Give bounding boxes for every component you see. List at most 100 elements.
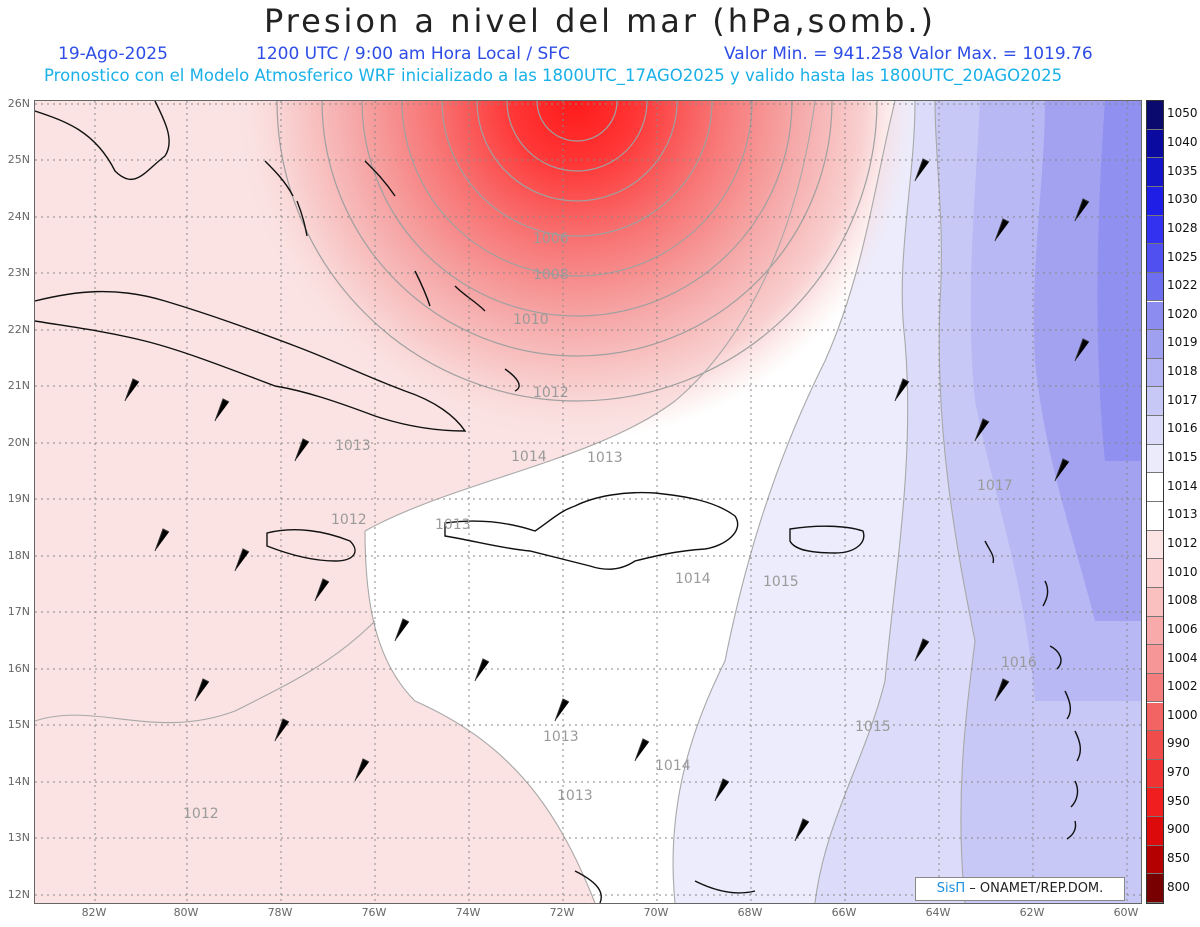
- color-scale-cell: [1147, 616, 1163, 646]
- color-scale-label: 850: [1167, 851, 1190, 866]
- credit-org: – ONAMET/REP.DOM.: [969, 881, 1104, 896]
- lat-label: 20N: [7, 436, 30, 449]
- lat-label: 23N: [7, 266, 30, 279]
- lat-label: 18N: [7, 549, 30, 562]
- color-scale-cell: [1147, 559, 1163, 588]
- contour-label: 1013: [557, 788, 593, 804]
- color-scale-label: 1025: [1167, 249, 1198, 264]
- contour-label: 1013: [335, 438, 371, 454]
- color-scale-cell: [1147, 731, 1163, 760]
- contour-label: 1014: [675, 571, 711, 587]
- color-scale-label: 950: [1167, 793, 1190, 808]
- contour-label: 1006: [533, 231, 569, 247]
- lon-label: 76W: [361, 906, 387, 919]
- contour-label: 1013: [543, 729, 579, 745]
- contour-label: 1015: [855, 719, 891, 735]
- lon-label: 66W: [831, 906, 857, 919]
- color-scale-label: 1022: [1167, 278, 1198, 293]
- min-max-values: Valor Min. = 941.258 Valor Max. = 1019.7…: [724, 44, 1093, 64]
- graticule: [35, 101, 1141, 903]
- lon-label: 74W: [455, 906, 481, 919]
- color-scale-label: 1035: [1167, 163, 1198, 178]
- florida-coast: [35, 101, 170, 181]
- color-scale-cell: [1147, 186, 1163, 216]
- jamaica-coast: [266, 529, 356, 562]
- forecast-date: 19-Ago-2025: [58, 44, 168, 64]
- color-scale-label: 970: [1167, 765, 1190, 780]
- contour-label: 1014: [511, 449, 547, 465]
- lat-label: 25N: [7, 153, 30, 166]
- color-scale-label: 900: [1167, 822, 1190, 837]
- lat-label: 16N: [7, 662, 30, 675]
- contour-label: 1012: [183, 806, 219, 822]
- contour-label: 1012: [331, 512, 367, 528]
- forecast-time: 1200 UTC / 9:00 am Hora Local / SFC: [256, 44, 570, 64]
- color-scale-cell: [1147, 874, 1163, 903]
- lat-label: 22N: [7, 323, 30, 336]
- lat-label: 13N: [7, 831, 30, 844]
- low-pressure-center: [215, 101, 935, 461]
- color-scale-label: 1019: [1167, 335, 1198, 350]
- color-scale-label: 1008: [1167, 593, 1198, 608]
- wind-barbs: [124, 158, 1090, 842]
- contour-label: 1012: [533, 385, 569, 401]
- lat-label: 14N: [7, 775, 30, 788]
- color-scale-label: 1012: [1167, 535, 1198, 550]
- color-scale-cell: [1147, 502, 1163, 531]
- color-scale-label: 1006: [1167, 621, 1198, 636]
- lat-label: 26N: [7, 97, 30, 110]
- color-scale-label: 1020: [1167, 306, 1198, 321]
- lat-label: 24N: [7, 210, 30, 223]
- lon-label: 78W: [267, 906, 293, 919]
- color-scale-label: 800: [1167, 879, 1190, 894]
- color-scale-label: 1004: [1167, 650, 1198, 665]
- color-scale-label: 1015: [1167, 450, 1198, 465]
- lat-label: 15N: [7, 718, 30, 731]
- color-scale-cell: [1147, 387, 1163, 417]
- contour-label: 1013: [435, 517, 471, 533]
- color-scale-cell: [1147, 817, 1163, 846]
- lat-label: 12N: [7, 888, 30, 901]
- contour-label-group: 1006 1008 1010 1012 1013 1014 1013 1012 …: [183, 231, 1037, 822]
- isobars: [35, 101, 976, 903]
- model-info: Pronostico con el Modelo Atmosferico WRF…: [44, 66, 1063, 85]
- color-scale-cell: [1147, 530, 1163, 560]
- contour-label: 1015: [763, 574, 799, 590]
- color-scale-cell: [1147, 702, 1163, 732]
- color-scale-label: 1014: [1167, 478, 1198, 493]
- bahamas-coast: [264, 160, 520, 392]
- lesser-antilles-coast: [984, 540, 1082, 840]
- region-1020: [1097, 101, 1141, 461]
- color-scale-cell: [1147, 473, 1163, 502]
- color-scale-label: 1030: [1167, 192, 1198, 207]
- color-scale-cell: [1147, 673, 1163, 703]
- lat-label: 17N: [7, 605, 30, 618]
- isobars-low: [276, 101, 878, 402]
- contour-label: 1008: [533, 267, 569, 283]
- color-scale-cell: [1147, 158, 1163, 187]
- color-scale-cell: [1147, 416, 1163, 445]
- color-scale-label: 1013: [1167, 507, 1198, 522]
- color-scale-label: 1018: [1167, 364, 1198, 379]
- contour-label: 1014: [655, 758, 691, 774]
- color-scale-cell: [1147, 759, 1163, 789]
- contour-label: 1017: [977, 478, 1013, 494]
- color-scale-cell: [1147, 845, 1163, 875]
- coastlines: [35, 101, 1082, 903]
- color-scale-label: 1016: [1167, 421, 1198, 436]
- contour-label: 1016: [1001, 655, 1037, 671]
- color-scale-cell: [1147, 444, 1163, 474]
- lon-label: 70W: [643, 906, 669, 919]
- hispaniola-coast: [444, 491, 739, 570]
- color-scale-label: 990: [1167, 736, 1190, 751]
- lon-label: 82W: [81, 906, 107, 919]
- lat-label: 19N: [7, 492, 30, 505]
- color-scale-cell: [1147, 788, 1163, 818]
- color-scale-label: 1002: [1167, 679, 1198, 694]
- color-scale-cell: [1147, 244, 1163, 273]
- color-scale-label: 1000: [1167, 707, 1198, 722]
- lat-label: 21N: [7, 379, 30, 392]
- color-scale-cell: [1147, 272, 1163, 302]
- lon-label: 60W: [1113, 906, 1139, 919]
- pressure-map: 1006 1008 1010 1012 1013 1014 1013 1012 …: [34, 100, 1142, 904]
